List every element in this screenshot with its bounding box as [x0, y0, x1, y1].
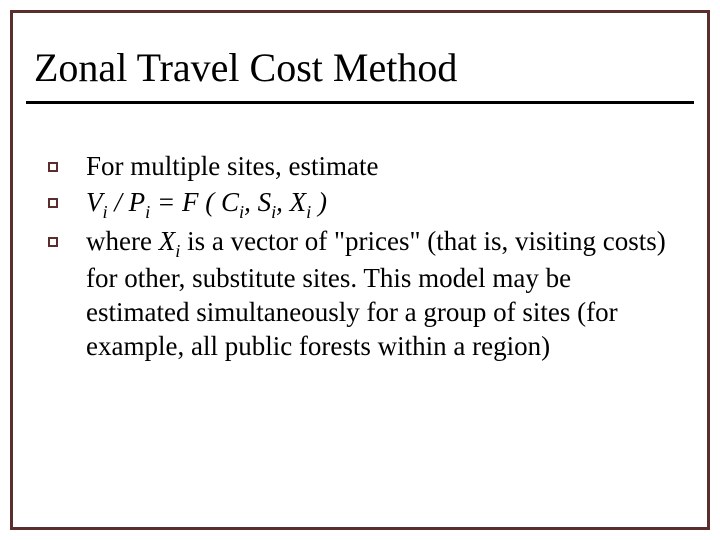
fm: , X — [276, 187, 306, 217]
title-underline — [26, 101, 694, 104]
slide-title: Zonal Travel Cost Method — [34, 46, 457, 90]
slide: Zonal Travel Cost Method For multiple si… — [0, 0, 720, 540]
fm-sub: i — [239, 202, 244, 222]
frame-right — [707, 10, 710, 530]
item-text: where Xi is a vector of "prices" (that i… — [86, 225, 670, 364]
list-item: where Xi is a vector of "prices" (that i… — [48, 225, 670, 364]
fm: ) — [311, 187, 327, 217]
var-sub: i — [175, 241, 180, 261]
fm: P — [129, 187, 146, 217]
frame-bottom — [10, 527, 710, 530]
fm: / — [108, 187, 129, 217]
var: X — [159, 226, 176, 256]
frame-left — [10, 10, 13, 530]
slide-body: For multiple sites, estimate Vi / Pi = F… — [48, 150, 670, 366]
fm-sub: i — [306, 202, 311, 222]
fm: , S — [244, 187, 271, 217]
fm-sub: i — [271, 202, 276, 222]
fm-sub: i — [103, 202, 108, 222]
fm: V — [86, 187, 103, 217]
bullet-icon — [48, 198, 58, 208]
item-text: For multiple sites, estimate — [86, 150, 670, 184]
txt: where — [86, 226, 159, 256]
frame-top — [10, 10, 710, 13]
list-item: For multiple sites, estimate — [48, 150, 670, 184]
bullet-icon — [48, 237, 58, 247]
fm-sub: i — [145, 202, 150, 222]
fm: = F ( C — [150, 187, 239, 217]
item-formula: Vi / Pi = F ( Ci, Si, Xi ) — [86, 186, 670, 223]
list-item: Vi / Pi = F ( Ci, Si, Xi ) — [48, 186, 670, 223]
bullet-icon — [48, 162, 58, 172]
